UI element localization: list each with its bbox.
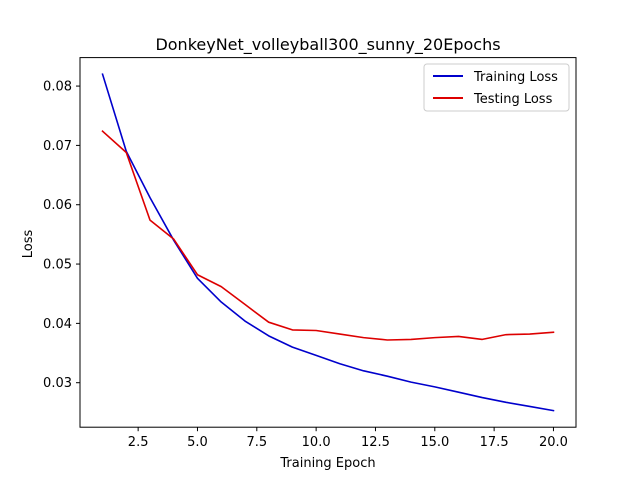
y-tick-label: 0.06 [43,198,72,213]
x-tick-label: 15.0 [420,435,449,450]
y-axis-title: Loss [21,230,36,259]
x-tick-label: 5.0 [187,435,208,450]
legend: Training Loss Testing Loss [423,63,570,112]
y-axis-ticks: 0.03 0.04 0.05 0.06 0.07 0.08 [43,80,80,391]
y-tick-label: 0.08 [43,80,72,95]
x-tick-label: 2.5 [128,435,149,450]
x-tick-label: 7.5 [246,435,267,450]
x-tick-label: 17.5 [480,435,509,450]
plot-frame [79,57,577,428]
y-tick-label: 0.07 [43,139,72,154]
x-tick-label: 20.0 [539,435,568,450]
legend-label-testing-loss: Testing Loss [473,92,553,107]
legend-label-training-loss: Training Loss [473,70,558,85]
x-tick-label: 12.5 [361,435,390,450]
series-layer [101,73,555,412]
chart-title: DonkeyNet_volleyball300_sunny_20Epochs [155,35,500,55]
x-axis-ticks: 2.5 5.0 7.5 10.0 12.5 15.0 17.5 20.0 [128,427,568,450]
series-line-training-loss [101,73,555,412]
series-line-testing-loss [101,130,555,341]
x-axis-title: Training Epoch [279,456,375,471]
x-tick-label: 10.0 [302,435,331,450]
y-tick-label: 0.04 [43,317,72,332]
y-tick-label: 0.03 [43,376,72,391]
plot-area [80,57,576,428]
y-tick-label: 0.05 [43,258,72,273]
